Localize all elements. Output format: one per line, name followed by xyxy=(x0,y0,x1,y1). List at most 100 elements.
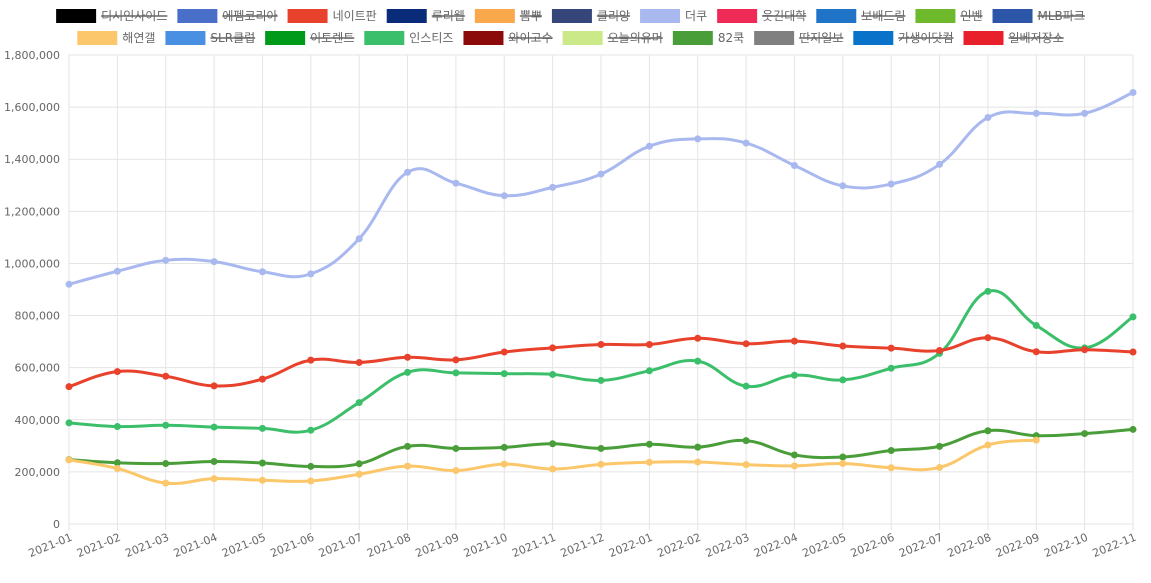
data-point[interactable] xyxy=(1032,109,1040,117)
legend-item[interactable]: 더쿠 xyxy=(640,9,707,23)
data-point[interactable] xyxy=(887,180,895,188)
data-point[interactable] xyxy=(452,444,460,452)
data-point[interactable] xyxy=(936,160,944,168)
data-point[interactable] xyxy=(307,356,315,364)
data-point[interactable] xyxy=(887,447,895,455)
data-point[interactable] xyxy=(1129,89,1137,97)
data-point[interactable] xyxy=(597,170,605,178)
data-point[interactable] xyxy=(742,461,750,469)
data-point[interactable] xyxy=(984,427,992,435)
data-point[interactable] xyxy=(404,353,412,361)
legend-item[interactable]: 인벤 xyxy=(915,9,983,23)
data-point[interactable] xyxy=(742,437,750,445)
data-point[interactable] xyxy=(887,344,895,352)
data-point[interactable] xyxy=(645,440,653,448)
data-point[interactable] xyxy=(839,453,847,461)
data-point[interactable] xyxy=(500,348,508,356)
data-point[interactable] xyxy=(984,334,992,342)
data-point[interactable] xyxy=(210,382,218,390)
data-point[interactable] xyxy=(65,419,73,427)
data-point[interactable] xyxy=(113,459,121,467)
data-point[interactable] xyxy=(210,457,218,465)
legend-item[interactable]: 딴지일보 xyxy=(754,31,843,45)
data-point[interactable] xyxy=(113,368,121,376)
data-point[interactable] xyxy=(307,426,315,434)
data-point[interactable] xyxy=(1129,313,1137,321)
data-point[interactable] xyxy=(65,280,73,288)
data-point[interactable] xyxy=(307,270,315,278)
legend-item[interactable]: 해연갤 xyxy=(77,31,155,45)
data-point[interactable] xyxy=(790,462,798,470)
data-point[interactable] xyxy=(404,368,412,376)
legend-item[interactable]: 네이트판 xyxy=(287,9,377,23)
data-point[interactable] xyxy=(1032,436,1040,444)
data-point[interactable] xyxy=(839,182,847,190)
data-point[interactable] xyxy=(694,443,702,451)
data-point[interactable] xyxy=(694,357,702,365)
data-point[interactable] xyxy=(404,442,412,450)
data-point[interactable] xyxy=(1129,348,1137,356)
legend-item[interactable]: 클리앙 xyxy=(551,9,630,23)
legend-item[interactable]: 오늘의유머 xyxy=(562,31,663,45)
legend-item[interactable]: 가생이닷컴 xyxy=(853,31,953,45)
data-point[interactable] xyxy=(500,192,508,200)
legend-item[interactable]: 디시인사이드 xyxy=(56,9,167,23)
data-point[interactable] xyxy=(210,258,218,266)
data-point[interactable] xyxy=(984,287,992,295)
data-point[interactable] xyxy=(210,475,218,483)
data-point[interactable] xyxy=(887,464,895,472)
data-point[interactable] xyxy=(597,376,605,384)
data-point[interactable] xyxy=(790,337,798,345)
data-point[interactable] xyxy=(307,462,315,470)
data-point[interactable] xyxy=(452,356,460,364)
data-point[interactable] xyxy=(1081,430,1089,438)
data-point[interactable] xyxy=(307,477,315,485)
data-point[interactable] xyxy=(936,463,944,471)
data-point[interactable] xyxy=(355,358,363,366)
data-point[interactable] xyxy=(65,456,73,464)
data-point[interactable] xyxy=(162,372,170,380)
data-point[interactable] xyxy=(1032,321,1040,329)
data-point[interactable] xyxy=(694,458,702,466)
data-point[interactable] xyxy=(984,441,992,449)
data-point[interactable] xyxy=(790,371,798,379)
data-point[interactable] xyxy=(694,135,702,143)
data-point[interactable] xyxy=(839,376,847,384)
legend-item[interactable]: 루리웹 xyxy=(386,9,465,23)
legend-item[interactable]: 이토렌트 xyxy=(265,31,354,45)
data-point[interactable] xyxy=(162,421,170,429)
legend-item[interactable]: 82쿡 xyxy=(672,31,744,45)
data-point[interactable] xyxy=(404,462,412,470)
data-point[interactable] xyxy=(1081,109,1089,117)
data-point[interactable] xyxy=(258,268,266,276)
data-point[interactable] xyxy=(694,334,702,342)
data-point[interactable] xyxy=(742,382,750,390)
data-point[interactable] xyxy=(839,342,847,350)
data-point[interactable] xyxy=(549,344,557,352)
data-point[interactable] xyxy=(65,383,73,391)
data-point[interactable] xyxy=(500,443,508,451)
data-point[interactable] xyxy=(549,440,557,448)
data-point[interactable] xyxy=(839,460,847,468)
data-point[interactable] xyxy=(113,267,121,275)
legend-item[interactable]: SLR클럽 xyxy=(165,31,255,45)
legend-item[interactable]: 인스티즈 xyxy=(364,31,453,45)
data-point[interactable] xyxy=(1032,348,1040,356)
data-point[interactable] xyxy=(162,460,170,468)
data-point[interactable] xyxy=(162,256,170,264)
data-point[interactable] xyxy=(258,459,266,467)
legend-item[interactable]: 뽐뿌 xyxy=(474,9,542,23)
data-point[interactable] xyxy=(452,369,460,377)
data-point[interactable] xyxy=(355,460,363,468)
data-point[interactable] xyxy=(162,479,170,487)
data-point[interactable] xyxy=(500,460,508,468)
data-point[interactable] xyxy=(645,142,653,150)
data-point[interactable] xyxy=(500,370,508,378)
data-point[interactable] xyxy=(1081,346,1089,354)
data-point[interactable] xyxy=(258,424,266,432)
legend-item[interactable]: 웃긴대학 xyxy=(717,9,806,23)
data-point[interactable] xyxy=(452,179,460,187)
legend-item[interactable]: 일베저장소 xyxy=(963,31,1064,45)
data-point[interactable] xyxy=(936,346,944,354)
data-point[interactable] xyxy=(549,183,557,191)
